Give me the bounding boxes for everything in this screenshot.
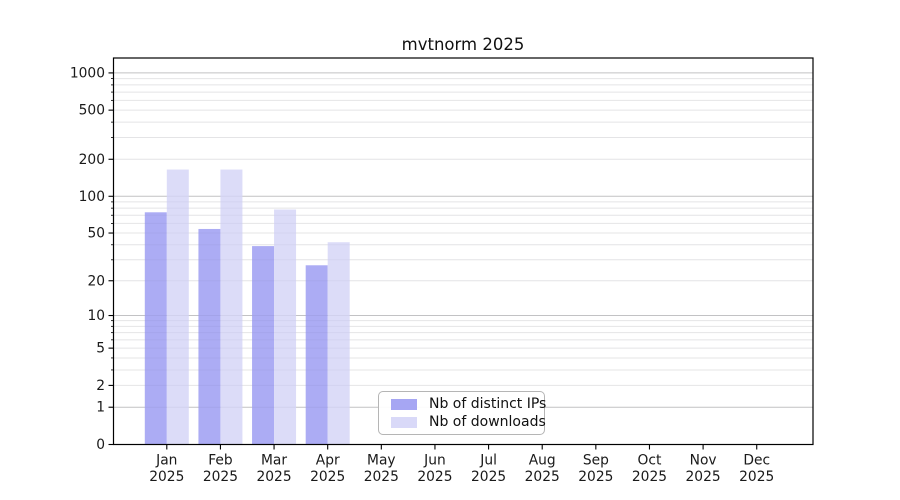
- legend-label-downloads: Nb of downloads: [429, 414, 546, 430]
- x-tick-label-year: 2025: [256, 469, 291, 485]
- x-tick-label-year: 2025: [739, 469, 774, 485]
- y-tick-label: 1: [96, 400, 105, 416]
- y-tick-label: 2: [96, 378, 105, 394]
- legend-item-distinct-ips: Nb of distinct IPs: [387, 396, 546, 412]
- x-tick-label-year: 2025: [310, 469, 345, 485]
- y-tick-label: 500: [79, 103, 105, 119]
- y-tick-label: 1000: [70, 65, 105, 81]
- legend-item-downloads: Nb of downloads: [387, 414, 546, 430]
- x-tick-label-month: Apr: [316, 453, 340, 469]
- x-tick-label-month: Jul: [479, 453, 497, 469]
- legend-swatch-downloads: [391, 416, 417, 428]
- bar-downloads-mar-2025: [274, 209, 297, 445]
- legend: Nb of distinct IPs Nb of downloads: [378, 391, 546, 435]
- bar-downloads-jan-2025: [166, 169, 189, 445]
- x-tick-label-year: 2025: [417, 469, 452, 485]
- y-tick-label: 0: [96, 437, 105, 453]
- bar-downloads-feb-2025: [220, 169, 243, 445]
- bar-distinct-ips-mar-2025: [252, 246, 275, 445]
- bar-distinct-ips-apr-2025: [305, 265, 328, 445]
- bar-downloads-apr-2025: [327, 242, 350, 445]
- legend-swatch-distinct-ips: [391, 398, 417, 410]
- y-tick-label: 5: [96, 341, 105, 357]
- x-tick-label-month: Oct: [638, 453, 662, 469]
- y-tick-label: 100: [79, 189, 105, 205]
- x-tick-label-month: Jan: [155, 453, 177, 469]
- y-tick-label: 20: [87, 273, 105, 289]
- x-tick-label-month: Jun: [423, 453, 446, 469]
- bar-distinct-ips-feb-2025: [198, 228, 221, 445]
- x-tick-label-year: 2025: [525, 469, 560, 485]
- x-tick-label-month: Sep: [583, 453, 609, 469]
- bar-distinct-ips-jan-2025: [144, 212, 167, 445]
- y-tick-label: 50: [87, 226, 105, 242]
- x-tick-label-year: 2025: [578, 469, 613, 485]
- x-tick-label-month: Nov: [690, 453, 717, 469]
- x-tick-label-year: 2025: [632, 469, 667, 485]
- x-tick-label-year: 2025: [471, 469, 506, 485]
- x-tick-label-month: Feb: [208, 453, 232, 469]
- plot-border: [112, 57, 814, 446]
- x-tick-label-year: 2025: [203, 469, 238, 485]
- x-tick-label-month: Aug: [529, 453, 556, 469]
- x-tick-label-year: 2025: [364, 469, 399, 485]
- x-tick-label-year: 2025: [149, 469, 184, 485]
- chart-title: mvtnorm 2025: [401, 35, 525, 54]
- y-tick-label: 10: [87, 308, 105, 324]
- legend-label-distinct-ips: Nb of distinct IPs: [429, 396, 547, 412]
- x-tick-label-month: May: [367, 453, 396, 469]
- x-tick-label-month: Dec: [743, 453, 770, 469]
- x-tick-label-year: 2025: [686, 469, 721, 485]
- x-tick-label-month: Mar: [261, 453, 287, 469]
- y-tick-label: 200: [79, 152, 105, 168]
